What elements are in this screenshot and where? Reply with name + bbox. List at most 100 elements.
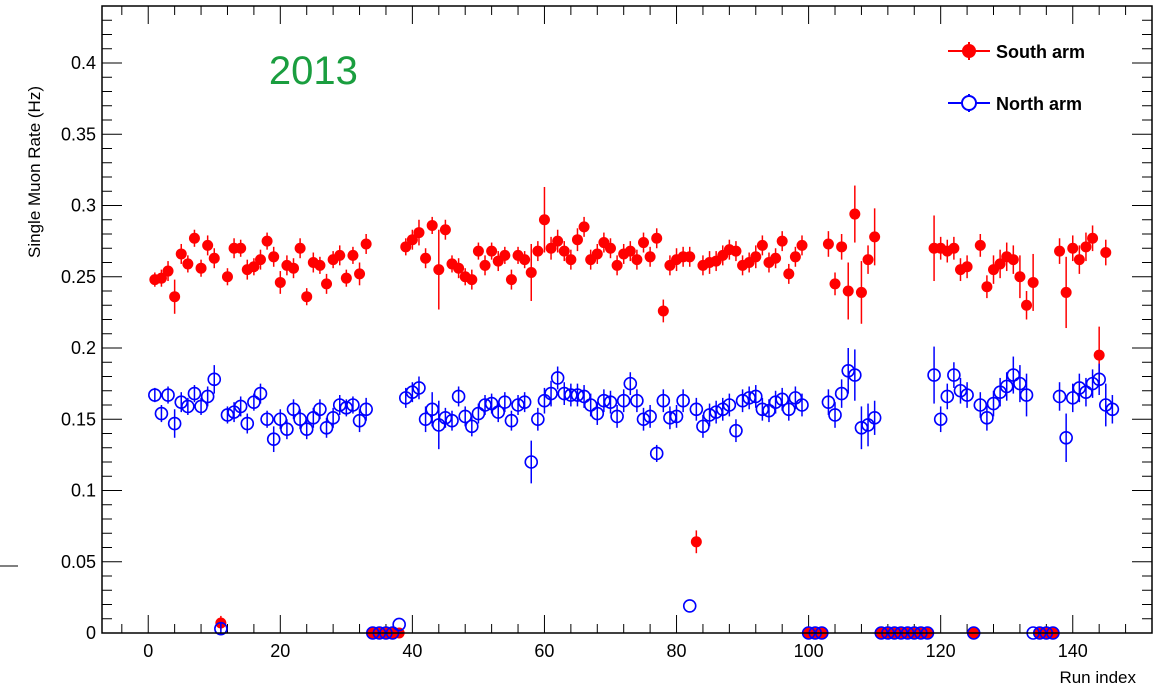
data-point — [314, 259, 326, 271]
y-tick-label: 0.15 — [61, 409, 96, 429]
data-point — [1019, 388, 1034, 402]
data-point — [313, 402, 327, 417]
y-tick-label: 0.1 — [71, 481, 96, 501]
data-point — [604, 242, 616, 254]
legend-south-marker — [962, 44, 976, 58]
data-point — [624, 245, 636, 257]
data-point — [340, 272, 352, 284]
series-north — [148, 346, 1120, 640]
x-tick-label: 100 — [794, 641, 824, 661]
data-point — [690, 536, 702, 548]
data-point — [466, 274, 478, 286]
plot-frame — [101, 5, 1153, 634]
data-point — [981, 281, 993, 293]
data-point — [202, 239, 214, 251]
data-point — [829, 278, 841, 290]
data-point — [631, 254, 643, 266]
data-point — [400, 241, 412, 253]
data-point — [933, 412, 948, 427]
y-tick-label: 0.05 — [61, 552, 96, 572]
data-point — [235, 242, 247, 254]
data-point — [472, 245, 484, 257]
data-point — [961, 261, 973, 273]
data-point — [1059, 430, 1073, 445]
data-point — [578, 221, 590, 233]
data-point — [1073, 254, 1085, 266]
data-point — [756, 239, 768, 251]
data-point — [638, 237, 650, 249]
data-point — [1052, 389, 1067, 404]
year-annotation: 2013 — [269, 49, 358, 93]
data-point — [326, 411, 340, 425]
data-point — [649, 446, 664, 461]
data-point — [750, 251, 762, 263]
data-point — [644, 251, 656, 263]
x-tick-label: 140 — [1058, 641, 1088, 661]
data-point — [855, 286, 867, 298]
data-point — [451, 389, 466, 404]
data-point — [643, 409, 657, 424]
data-point — [280, 422, 294, 437]
data-point — [748, 389, 763, 404]
data-point — [214, 621, 228, 636]
data-point — [359, 402, 373, 417]
data-point — [770, 252, 782, 264]
data-point — [730, 245, 742, 257]
data-point — [347, 249, 359, 261]
data-point — [155, 272, 167, 284]
data-point — [240, 416, 255, 431]
data-point — [842, 285, 854, 297]
data-point — [294, 242, 306, 254]
y-tick-label: 0.2 — [71, 338, 96, 358]
data-point — [544, 386, 558, 401]
data-point — [1014, 271, 1026, 283]
data-point — [565, 254, 577, 266]
data-point — [1092, 372, 1106, 387]
data-point — [1067, 242, 1079, 254]
x-tick-label: 20 — [270, 641, 290, 661]
data-point — [545, 242, 557, 254]
data-point — [266, 432, 281, 447]
y-tick-label: 0.4 — [71, 53, 96, 73]
legend: South arm North arm — [948, 42, 1085, 114]
data-point — [1054, 245, 1066, 257]
data-point — [656, 393, 671, 408]
data-point — [479, 259, 491, 271]
y-tick-label: 0.25 — [61, 267, 96, 287]
data-point — [776, 235, 788, 247]
data-point — [413, 227, 425, 239]
data-point — [486, 245, 498, 257]
tick-labels: 0 20 40 60 80 100 120 140 0 0.05 0.1 0.15 0.2 0.25 0.3… — [61, 53, 1088, 661]
data-point — [154, 406, 169, 421]
series-south — [149, 185, 1112, 639]
data-point — [796, 239, 808, 251]
data-point — [420, 252, 432, 264]
data-point — [445, 413, 459, 428]
x-tick-label: 0 — [143, 641, 153, 661]
data-point — [947, 368, 961, 382]
data-point — [301, 291, 313, 303]
data-point — [550, 371, 565, 385]
data-point — [392, 617, 406, 632]
data-point — [453, 262, 465, 274]
y-tick-label: 0.3 — [71, 196, 96, 216]
data-point — [1021, 299, 1033, 311]
data-point — [519, 254, 531, 266]
data-point — [517, 395, 532, 409]
data-point — [346, 398, 360, 412]
data-point — [499, 249, 511, 261]
data-point — [200, 389, 215, 404]
data-point — [261, 235, 273, 247]
data-point — [795, 398, 809, 412]
data-point — [504, 413, 519, 428]
data-point — [689, 402, 704, 417]
data-point — [525, 266, 537, 278]
data-point — [253, 386, 268, 401]
data-point — [162, 265, 174, 277]
data-point — [783, 268, 795, 280]
data-point — [187, 386, 202, 401]
data-point — [182, 258, 194, 270]
data-point — [233, 399, 248, 414]
data-point — [603, 395, 618, 409]
